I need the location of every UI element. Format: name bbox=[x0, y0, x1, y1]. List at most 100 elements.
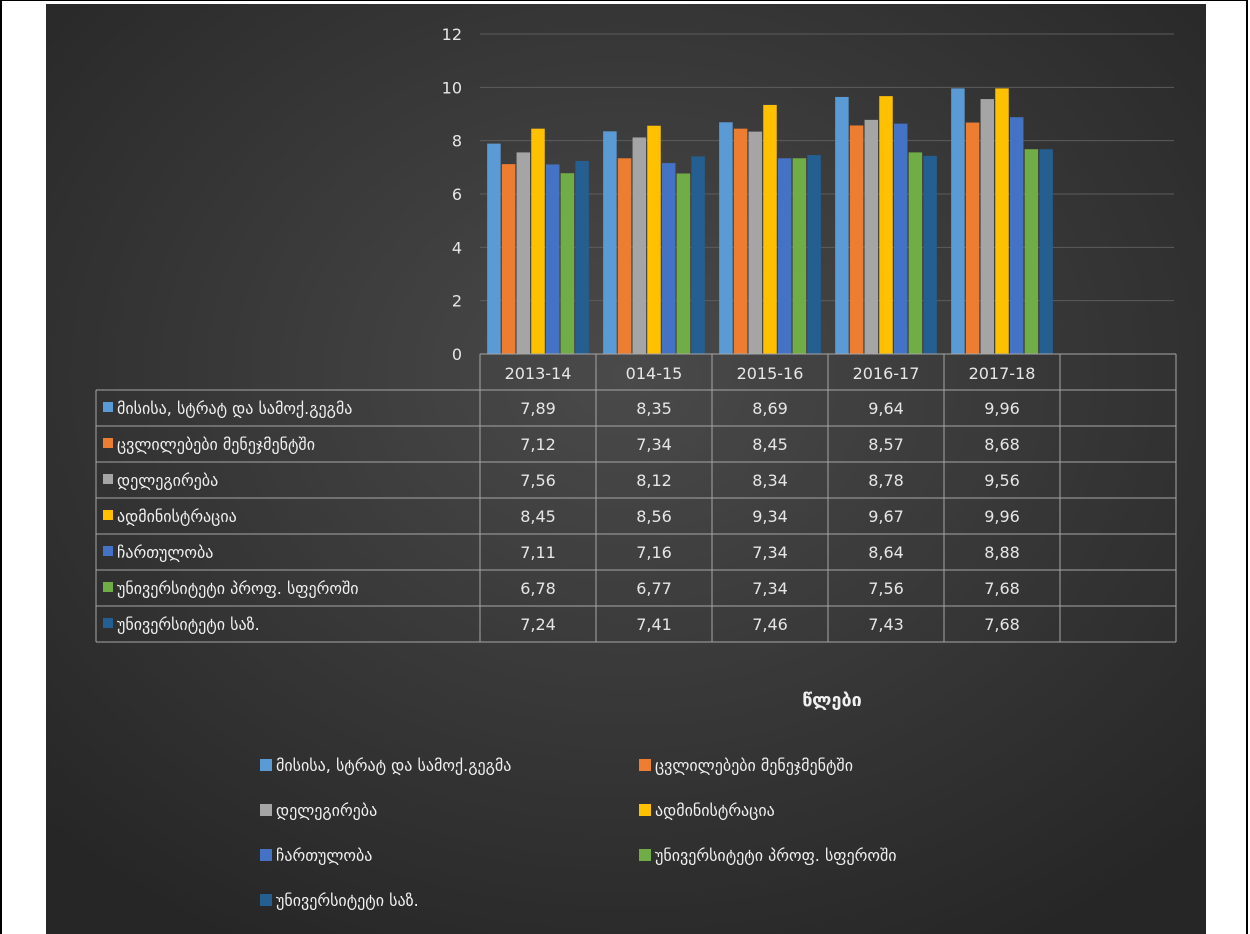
legend-label: ადმინისტრაცია bbox=[655, 801, 775, 820]
legend-swatch bbox=[260, 849, 272, 861]
data-label: 6,77 bbox=[636, 579, 672, 598]
x-axis-title: წლები bbox=[802, 690, 862, 711]
legend-label: მისისა, სტრატ და სამოქ.გეგმა bbox=[276, 756, 511, 775]
bar bbox=[501, 164, 516, 354]
bar bbox=[647, 125, 661, 354]
bar bbox=[1039, 149, 1053, 354]
bar bbox=[531, 128, 545, 354]
bar bbox=[923, 155, 937, 354]
category-label: 2015-16 bbox=[737, 364, 804, 383]
data-label: 9,34 bbox=[752, 507, 788, 526]
bar bbox=[835, 96, 849, 354]
data-label: 7,68 bbox=[984, 615, 1020, 634]
data-label: 9,96 bbox=[984, 507, 1020, 526]
data-label: 8,78 bbox=[868, 471, 904, 490]
data-label: 7,41 bbox=[636, 615, 672, 634]
bar bbox=[516, 152, 531, 354]
bars bbox=[487, 88, 1053, 355]
data-label: 8,35 bbox=[636, 399, 672, 418]
data-label: 8,68 bbox=[984, 435, 1020, 454]
bar bbox=[849, 125, 864, 354]
data-label: 8,64 bbox=[868, 543, 904, 562]
legend-label: ცვლილებები მენეჯმენტში bbox=[655, 756, 853, 775]
y-tick-label: 8 bbox=[452, 132, 462, 151]
bar bbox=[733, 128, 748, 354]
series-name: მისისა, სტრატ და სამოქ.გეგმა bbox=[117, 399, 352, 418]
category-label: 014-15 bbox=[626, 364, 683, 383]
legend-swatch bbox=[639, 804, 651, 816]
data-label: 8,69 bbox=[752, 399, 788, 418]
legend-label: დელეგირება bbox=[276, 801, 377, 820]
data-label: 9,64 bbox=[868, 399, 904, 418]
legend: მისისა, სტრატ და სამოქ.გეგმა ცვლილებები მ… bbox=[260, 756, 897, 910]
table-legend-key bbox=[103, 546, 113, 556]
data-label: 7,24 bbox=[520, 615, 556, 634]
chart-background bbox=[46, 4, 1206, 934]
data-label: 7,56 bbox=[868, 579, 904, 598]
series-name: დელეგირება bbox=[117, 471, 218, 490]
series-name: უნივერსიტეტი საზ. bbox=[117, 615, 260, 634]
data-label: 7,34 bbox=[752, 579, 788, 598]
table-legend-key bbox=[103, 402, 113, 412]
bar bbox=[632, 137, 647, 354]
y-axis-ticks: 0 2 4 6 8 10 12 bbox=[442, 25, 462, 364]
data-label: 7,34 bbox=[636, 435, 672, 454]
bar bbox=[487, 143, 501, 354]
table-legend-key bbox=[103, 582, 113, 592]
data-table: 2013-14 014-15 2015-16 2016-17 2017-18 მისისა… bbox=[95, 353, 1177, 643]
y-tick-label: 4 bbox=[452, 238, 462, 257]
bar bbox=[965, 122, 980, 355]
y-tick-label: 10 bbox=[442, 78, 462, 97]
data-label: 8,57 bbox=[868, 435, 904, 454]
bar bbox=[603, 131, 617, 354]
data-label: 7,43 bbox=[868, 615, 904, 634]
table-legend-key bbox=[103, 510, 113, 520]
category-label: 2017-18 bbox=[969, 364, 1036, 383]
table-legend-key bbox=[103, 474, 113, 484]
legend-swatch bbox=[260, 804, 272, 816]
bar bbox=[560, 173, 575, 354]
bar bbox=[792, 158, 807, 354]
bar bbox=[951, 88, 965, 355]
data-label: 7,12 bbox=[520, 435, 556, 454]
bar bbox=[763, 104, 777, 354]
series-name: უნივერსიტეტი პროფ. სფეროში bbox=[117, 579, 359, 598]
legend-swatch bbox=[260, 894, 272, 906]
bar bbox=[676, 173, 691, 354]
data-label: 7,34 bbox=[752, 543, 788, 562]
y-tick-label: 6 bbox=[452, 185, 462, 204]
legend-label: უნივერსიტეტი საზ. bbox=[276, 891, 419, 910]
bar bbox=[777, 158, 792, 354]
data-label: 9,56 bbox=[984, 471, 1020, 490]
data-label: 7,46 bbox=[752, 615, 788, 634]
bar bbox=[980, 99, 995, 354]
data-label: 9,96 bbox=[984, 399, 1020, 418]
series-name: ცვლილებები მენეჯმენტში bbox=[117, 435, 315, 454]
bar bbox=[575, 160, 589, 354]
y-tick-label: 2 bbox=[452, 292, 462, 311]
bar bbox=[545, 164, 560, 354]
table-legend-key bbox=[103, 618, 113, 628]
bar bbox=[995, 88, 1009, 355]
data-label: 9,67 bbox=[868, 507, 904, 526]
bar bbox=[908, 152, 923, 354]
y-tick-label: 12 bbox=[442, 25, 462, 44]
series-name: ადმინისტრაცია bbox=[117, 507, 237, 526]
legend-label: ჩართულობა bbox=[276, 846, 372, 865]
data-label: 7,11 bbox=[520, 543, 556, 562]
bar bbox=[1024, 149, 1039, 354]
legend-swatch bbox=[260, 759, 272, 771]
legend-swatch bbox=[639, 849, 651, 861]
data-label: 8,34 bbox=[752, 471, 788, 490]
bar bbox=[879, 96, 893, 354]
bar bbox=[691, 156, 705, 354]
category-label: 2016-17 bbox=[853, 364, 920, 383]
data-label: 7,56 bbox=[520, 471, 556, 490]
data-label: 8,45 bbox=[520, 507, 556, 526]
bar bbox=[617, 158, 632, 354]
data-label: 6,78 bbox=[520, 579, 556, 598]
bar bbox=[719, 122, 733, 355]
table-legend-key bbox=[103, 438, 113, 448]
